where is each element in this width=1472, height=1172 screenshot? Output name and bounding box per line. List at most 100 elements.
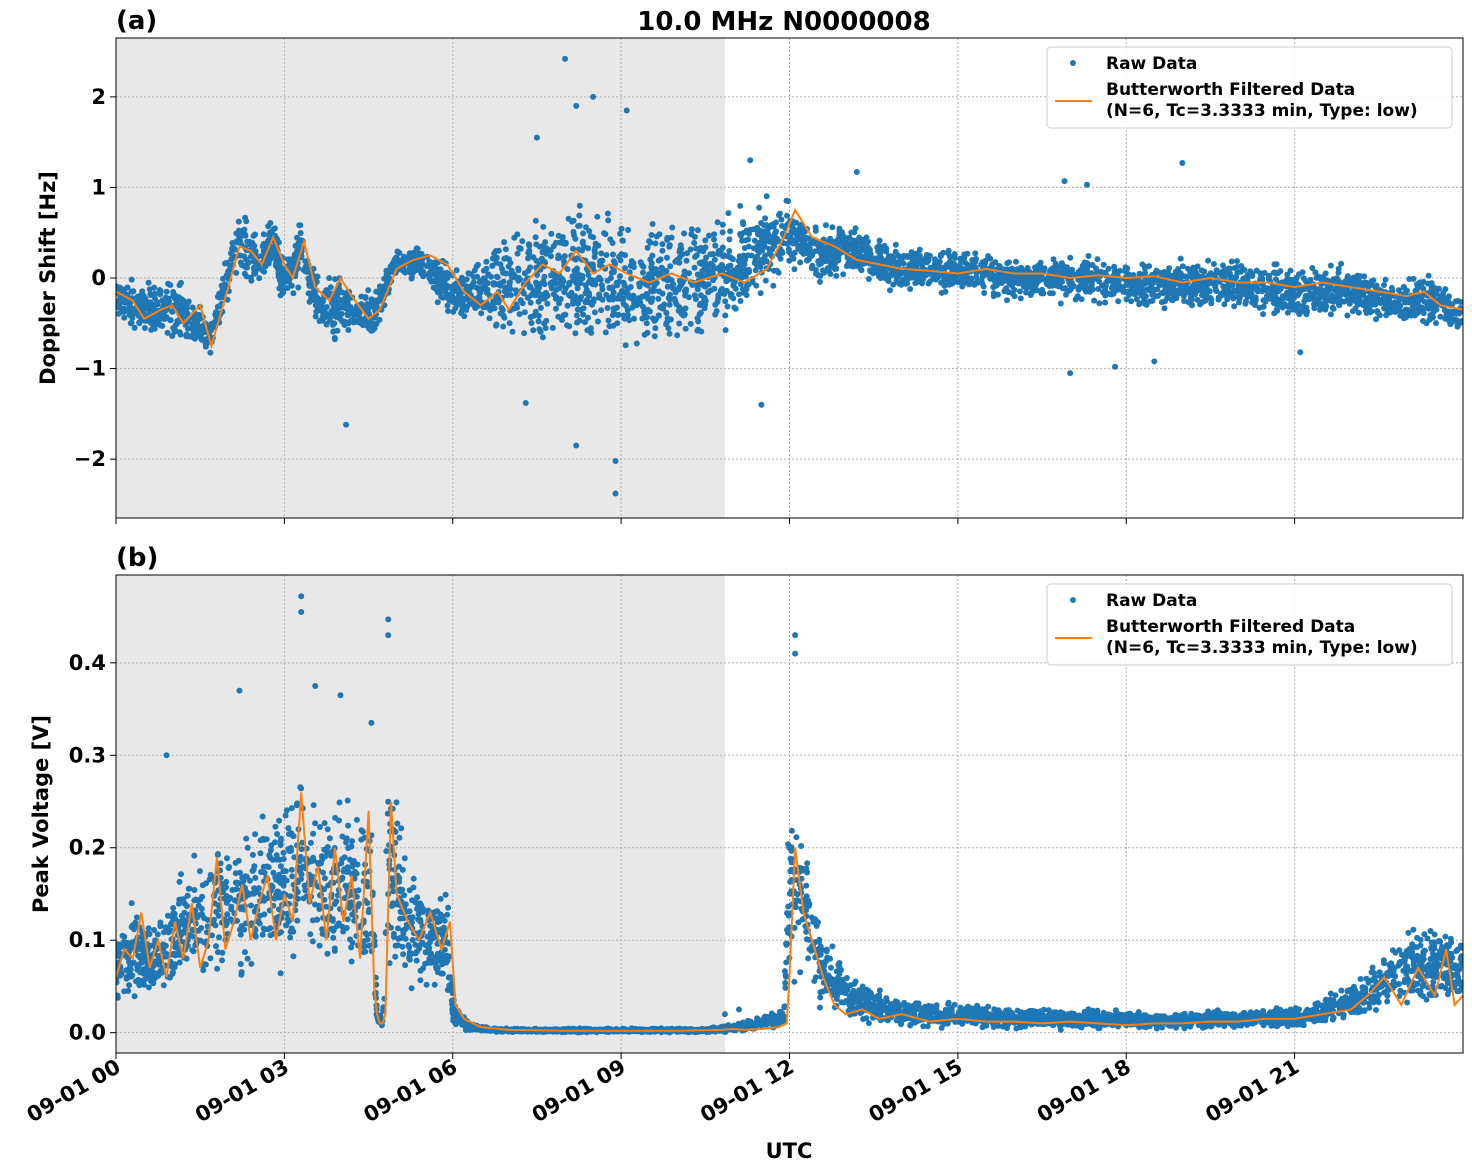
raw-data-point (573, 280, 580, 287)
raw-data-point (1115, 281, 1122, 288)
raw-data-point (1234, 258, 1240, 265)
raw-data-point (711, 236, 717, 243)
raw-data-point (982, 260, 989, 267)
raw-data-point (701, 296, 708, 303)
raw-data-point (1100, 261, 1107, 268)
raw-data-point (695, 318, 702, 325)
raw-data-point (501, 255, 508, 262)
raw-data-point (1200, 284, 1207, 291)
raw-data-point (1349, 308, 1356, 315)
raw-data-point (216, 290, 223, 297)
raw-data-point (376, 295, 383, 302)
raw-data-point (1293, 302, 1300, 309)
raw-data-point (290, 290, 297, 297)
raw-data-point (559, 281, 565, 288)
raw-data-point (688, 231, 695, 238)
raw-data-point (1161, 305, 1168, 312)
raw-data-point (585, 272, 592, 278)
raw-data-point (610, 267, 617, 274)
raw-data-point (489, 255, 496, 262)
raw-data-point (694, 227, 701, 234)
raw-data-point (287, 261, 294, 268)
raw-data-point (722, 327, 729, 334)
raw-data-point (151, 325, 158, 332)
raw-data-point (915, 250, 922, 257)
raw-data-point (1080, 266, 1087, 273)
raw-data-point (273, 852, 280, 859)
raw-data-point (1260, 311, 1266, 318)
raw-data-point (1414, 281, 1420, 288)
raw-data-point (610, 251, 616, 258)
raw-data-point (749, 279, 756, 286)
raw-data-point (463, 276, 470, 283)
raw-data-point (297, 230, 304, 236)
raw-data-point (492, 248, 499, 254)
raw-data-point (785, 246, 792, 253)
raw-data-point (1285, 303, 1292, 310)
raw-data-point (527, 299, 534, 306)
raw-data-point (1222, 272, 1229, 279)
raw-data-point (121, 286, 128, 293)
raw-data-point (183, 333, 190, 340)
raw-data-point (903, 272, 910, 278)
raw-data-point (667, 316, 674, 323)
raw-data-point (1373, 316, 1379, 323)
raw-data-point (698, 292, 704, 299)
raw-data-point (494, 274, 501, 281)
raw-data-point (305, 290, 312, 297)
raw-data-point (614, 320, 621, 327)
raw-data-point (116, 300, 120, 307)
raw-data-point (278, 281, 284, 288)
raw-data-point (1381, 282, 1387, 288)
raw-data-point (1327, 262, 1334, 269)
raw-data-point (192, 329, 199, 336)
raw-data-point (1213, 288, 1220, 294)
raw-data-point (840, 271, 847, 278)
raw-data-point (657, 256, 664, 263)
raw-data-point (398, 825, 405, 832)
raw-data-point (887, 287, 893, 294)
raw-data-point (714, 219, 721, 226)
raw-data-point (829, 224, 836, 231)
raw-data-point (809, 264, 815, 271)
raw-data-point (631, 315, 637, 322)
raw-data-point (715, 292, 722, 299)
raw-data-point (1284, 271, 1291, 278)
raw-data-point (625, 291, 632, 298)
raw-data-point (973, 255, 979, 262)
raw-data-point (358, 293, 365, 300)
raw-data-point (824, 265, 831, 272)
raw-data-point (945, 250, 952, 257)
raw-data-point (511, 234, 518, 241)
raw-data-point (1409, 296, 1416, 303)
raw-data-point (703, 254, 710, 261)
raw-data-point (441, 271, 448, 278)
raw-data-point (583, 224, 589, 231)
raw-data-point (598, 250, 605, 257)
raw-data-point (1253, 267, 1260, 274)
raw-data-point (1420, 318, 1426, 324)
raw-data-point (951, 251, 958, 257)
raw-data-point (187, 325, 194, 332)
raw-data-point (1388, 284, 1395, 291)
raw-data-point (1440, 289, 1447, 296)
raw-data-point (1146, 276, 1153, 283)
raw-data-point (284, 285, 291, 291)
raw-data-point (1261, 284, 1268, 291)
raw-data-point (375, 288, 382, 295)
raw-data-point (539, 334, 546, 341)
raw-data-point (241, 270, 248, 277)
raw-data-point (1338, 260, 1345, 267)
raw-data-point (341, 304, 347, 311)
filtered-line (116, 207, 1463, 350)
raw-data-point (1168, 283, 1175, 290)
raw-data-point (207, 349, 214, 356)
raw-data-point (797, 259, 804, 266)
raw-data-point (343, 297, 350, 304)
raw-data-point (1274, 297, 1281, 304)
raw-data-point (1136, 300, 1143, 307)
raw-data-point (751, 237, 758, 244)
raw-data-point (793, 219, 800, 226)
raw-data-point (702, 260, 709, 267)
raw-data-point (145, 279, 152, 286)
